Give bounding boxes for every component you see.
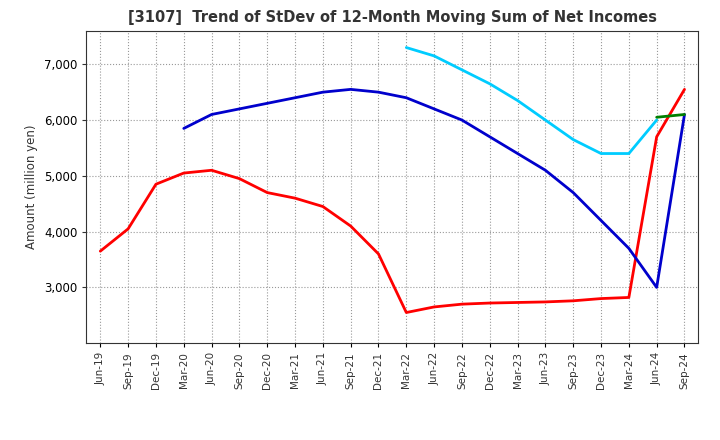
7 Years: [458, 67, 467, 73]
3 Years: [485, 301, 494, 306]
3 Years: [652, 134, 661, 139]
5 Years: [485, 134, 494, 139]
10 Years: [652, 115, 661, 120]
3 Years: [235, 176, 243, 181]
5 Years: [680, 112, 689, 117]
Line: 5 Years: 5 Years: [184, 89, 685, 287]
3 Years: [374, 251, 383, 257]
3 Years: [402, 310, 410, 315]
3 Years: [624, 295, 633, 300]
3 Years: [430, 304, 438, 310]
3 Years: [680, 87, 689, 92]
5 Years: [207, 112, 216, 117]
3 Years: [152, 182, 161, 187]
5 Years: [624, 246, 633, 251]
7 Years: [597, 151, 606, 156]
5 Years: [569, 190, 577, 195]
7 Years: [513, 98, 522, 103]
Y-axis label: Amount (million yen): Amount (million yen): [25, 125, 38, 249]
3 Years: [263, 190, 271, 195]
3 Years: [597, 296, 606, 301]
3 Years: [318, 204, 327, 209]
7 Years: [541, 117, 550, 123]
3 Years: [513, 300, 522, 305]
5 Years: [346, 87, 355, 92]
Line: 3 Years: 3 Years: [100, 89, 685, 312]
5 Years: [597, 218, 606, 223]
5 Years: [541, 168, 550, 173]
3 Years: [207, 168, 216, 173]
5 Years: [374, 89, 383, 95]
7 Years: [402, 45, 410, 50]
Line: 10 Years: 10 Years: [657, 114, 685, 117]
7 Years: [430, 53, 438, 59]
5 Years: [318, 89, 327, 95]
7 Years: [652, 117, 661, 123]
5 Years: [263, 101, 271, 106]
3 Years: [569, 298, 577, 304]
5 Years: [513, 151, 522, 156]
3 Years: [96, 249, 104, 254]
7 Years: [569, 137, 577, 142]
Line: 7 Years: 7 Years: [406, 48, 657, 154]
5 Years: [179, 126, 188, 131]
3 Years: [346, 224, 355, 229]
7 Years: [624, 151, 633, 156]
5 Years: [235, 106, 243, 111]
3 Years: [179, 170, 188, 176]
5 Years: [458, 117, 467, 123]
5 Years: [402, 95, 410, 100]
10 Years: [680, 112, 689, 117]
Title: [3107]  Trend of StDev of 12-Month Moving Sum of Net Incomes: [3107] Trend of StDev of 12-Month Moving…: [128, 11, 657, 26]
3 Years: [541, 299, 550, 304]
5 Years: [430, 106, 438, 111]
5 Years: [291, 95, 300, 100]
3 Years: [124, 226, 132, 231]
3 Years: [291, 195, 300, 201]
7 Years: [485, 81, 494, 86]
3 Years: [458, 301, 467, 307]
5 Years: [652, 285, 661, 290]
